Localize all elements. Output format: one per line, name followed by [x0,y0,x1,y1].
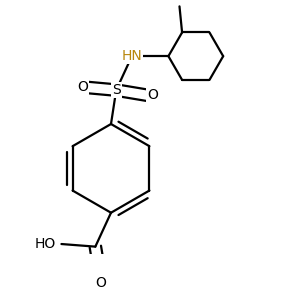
Text: O: O [77,80,88,94]
Text: O: O [95,276,106,288]
Text: S: S [112,83,121,97]
Text: O: O [147,88,158,102]
Text: HN: HN [122,49,142,63]
Text: HO: HO [35,237,56,251]
